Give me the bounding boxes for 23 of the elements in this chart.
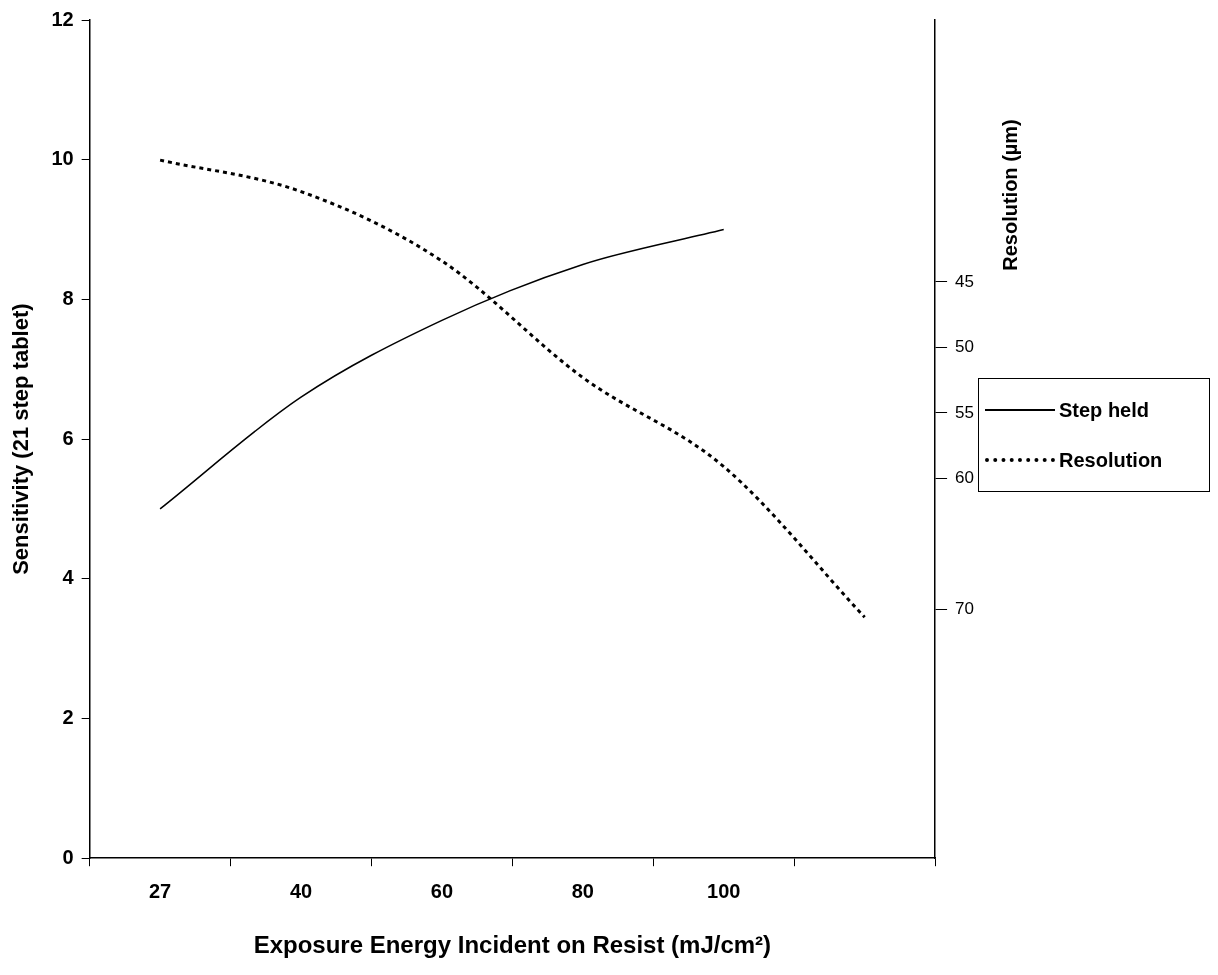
y2-tick-label: 70	[955, 599, 975, 619]
line-series	[158, 158, 867, 619]
x-tick-label: 100	[707, 879, 741, 902]
y2-axis-title: Resolution (µm)	[998, 119, 1022, 271]
y2-tick-label: 55	[955, 402, 975, 422]
legend-label: Resolution	[1059, 448, 1163, 472]
x-tick-label: 60	[430, 879, 454, 902]
y-tick-label: 2	[62, 706, 74, 729]
y2-tick-label: 45	[955, 271, 975, 291]
y2-tick-label: 50	[955, 337, 975, 357]
y-tick-label: 6	[62, 426, 74, 449]
y2-tick-label: 60	[955, 468, 975, 488]
y-tick-label: 8	[62, 286, 74, 309]
x-tick-label: 40	[289, 879, 313, 902]
legend-label: Step held	[1059, 398, 1150, 422]
x-tick-label: 27	[148, 879, 172, 902]
y-tick-label: 0	[62, 845, 74, 868]
y-axis-title: Sensitivity (21 step tablet)	[8, 303, 34, 575]
y-tick-label: 10	[51, 147, 74, 170]
y-tick-label: 4	[62, 566, 75, 589]
x-axis-title: Exposure Energy Incident on Resist (mJ/cm²)	[253, 931, 772, 959]
x-tick-label: 80	[571, 879, 594, 902]
y-tick-label: 12	[51, 7, 74, 30]
